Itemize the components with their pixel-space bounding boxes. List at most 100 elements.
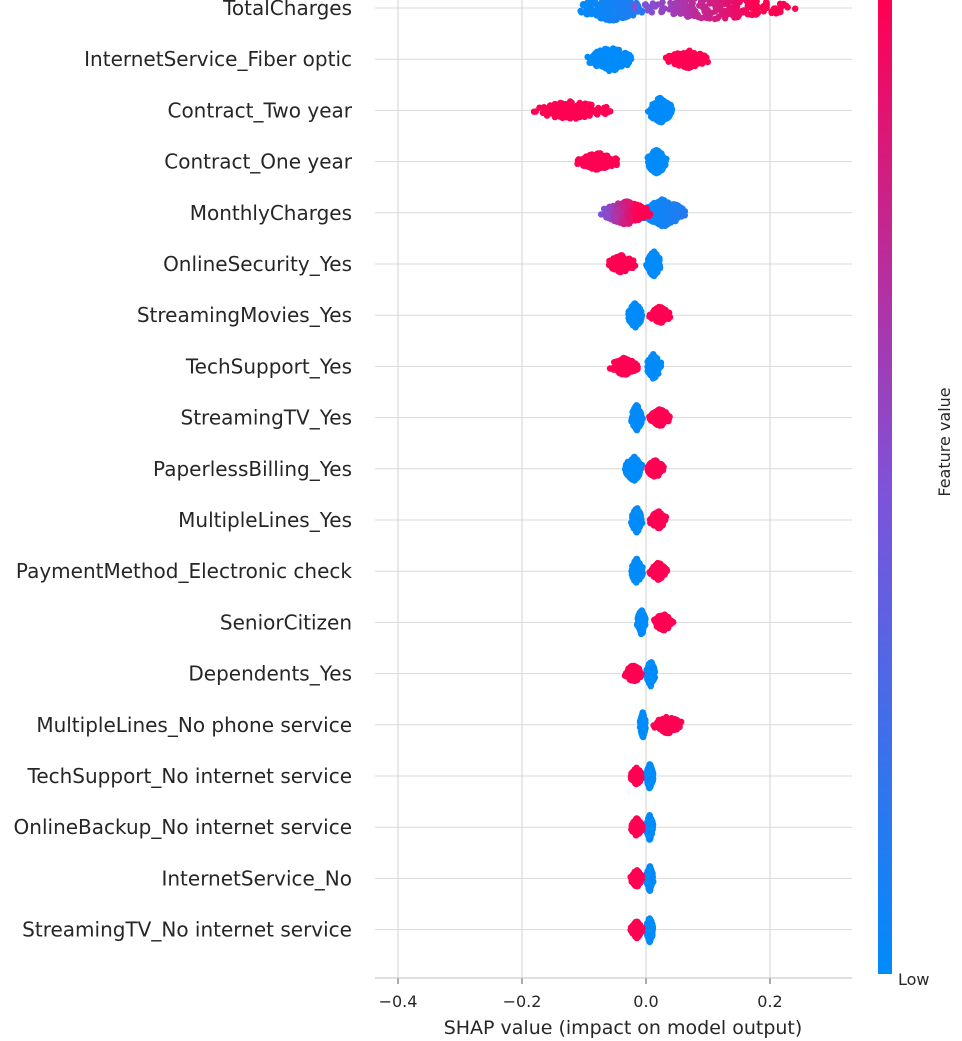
data-point (600, 160, 607, 167)
data-point (577, 7, 584, 15)
data-point (626, 466, 634, 474)
data-point (649, 0, 657, 7)
data-point (578, 156, 586, 163)
data-point (644, 7, 651, 14)
row-guidelines (375, 7, 852, 931)
data-point (609, 0, 616, 6)
data-point (630, 454, 637, 462)
data-point (551, 100, 558, 108)
data-point (587, 58, 595, 65)
data-point (670, 726, 677, 733)
data-point (591, 0, 599, 4)
data-point (640, 727, 647, 735)
data-point (626, 3, 633, 10)
data-point (635, 771, 642, 779)
data-point (681, 56, 688, 64)
data-point (656, 413, 663, 421)
data-point (614, 261, 621, 268)
data-point (624, 198, 631, 205)
data-point (644, 367, 651, 375)
data-point (657, 115, 664, 123)
data-point (717, 6, 724, 13)
data-point (660, 97, 667, 105)
data-point (681, 208, 689, 215)
data-point (654, 421, 661, 428)
data-point (679, 0, 686, 6)
data-point (710, 0, 717, 2)
data-point (655, 167, 662, 175)
data-point (698, 14, 705, 22)
data-point (778, 1, 785, 8)
data-point (671, 8, 678, 15)
data-point (635, 524, 643, 532)
data-point (621, 257, 628, 264)
data-point (668, 105, 676, 113)
data-point (691, 8, 698, 15)
data-point (656, 725, 664, 733)
data-point (658, 6, 665, 14)
data-point (613, 156, 620, 163)
data-point (612, 205, 620, 212)
data-point (642, 1, 649, 8)
data-point (621, 219, 628, 226)
data-point (610, 17, 617, 24)
data-point (576, 113, 584, 121)
data-point (625, 59, 633, 66)
data-point (649, 776, 656, 783)
data-point (580, 162, 588, 169)
data-point (651, 103, 658, 110)
data-point (657, 212, 664, 219)
data-point (583, 10, 590, 17)
data-point (638, 713, 645, 721)
data-point (744, 11, 751, 18)
data-point (654, 269, 661, 276)
data-point (584, 53, 591, 61)
data-point (688, 50, 695, 57)
data-point (614, 55, 621, 62)
data-point (661, 615, 669, 622)
data-point (655, 508, 662, 515)
data-point (622, 362, 629, 369)
data-point (637, 203, 644, 210)
data-point (658, 219, 665, 226)
data-point (648, 113, 655, 120)
data-point (619, 14, 627, 21)
data-point (610, 216, 618, 223)
data-point (603, 4, 611, 11)
data-point (656, 204, 663, 211)
data-point (691, 61, 698, 68)
data-point (606, 50, 614, 57)
data-point (654, 149, 661, 156)
data-point (680, 4, 687, 11)
data-point (617, 0, 624, 6)
data-point (728, 11, 735, 18)
data-point (586, 112, 593, 119)
data-point (715, 0, 721, 2)
data-point (753, 11, 760, 18)
data-point (624, 673, 631, 680)
data-point (616, 370, 624, 377)
data-point (697, 0, 705, 5)
data-point (704, 0, 711, 2)
data-point (602, 55, 610, 63)
data-point (615, 61, 622, 69)
data-point (652, 567, 659, 574)
data-point (624, 13, 632, 20)
data-point (753, 2, 760, 9)
data-point (772, 5, 779, 12)
data-point (678, 718, 685, 725)
data-point (636, 613, 643, 621)
data-point (664, 114, 672, 121)
data-point (646, 677, 654, 685)
data-point (644, 780, 651, 787)
data-point (633, 569, 641, 576)
data-points (530, 0, 799, 946)
data-point (611, 10, 619, 17)
data-point (594, 61, 602, 68)
data-point (636, 214, 643, 221)
data-point (634, 511, 641, 519)
data-point (659, 108, 666, 115)
data-point (655, 370, 662, 377)
data-point (567, 104, 574, 111)
